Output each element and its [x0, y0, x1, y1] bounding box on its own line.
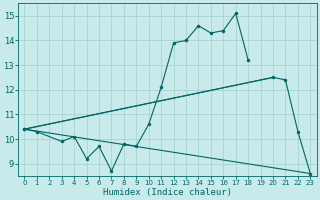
- X-axis label: Humidex (Indice chaleur): Humidex (Indice chaleur): [103, 188, 232, 197]
